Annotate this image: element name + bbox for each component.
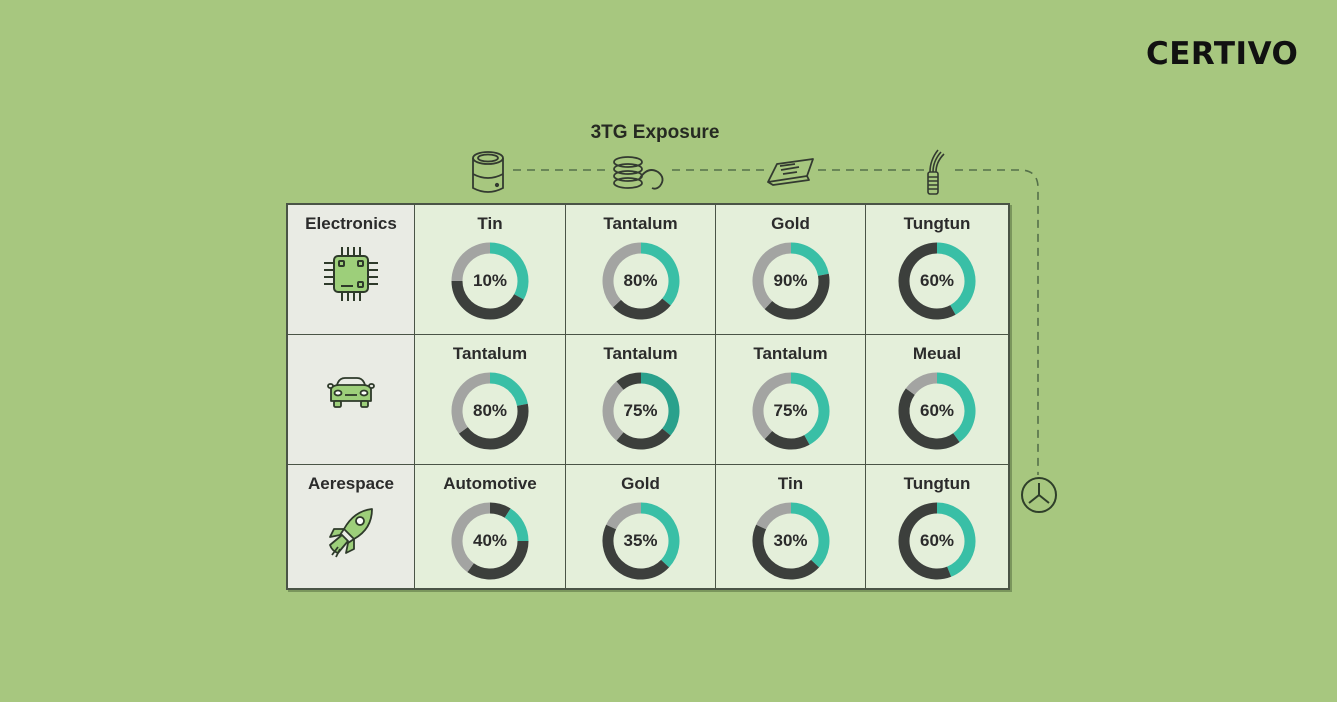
donut-chart: 35% [599,499,683,583]
donut-ring [602,502,679,580]
exposure-cell-r2-c1: Tantalum 80% [415,335,565,464]
donut-ring [451,502,529,580]
exposure-cell-r2-c4: Meual 60% [866,335,1008,464]
donut-chart: 80% [448,369,532,453]
row-header-label: Aerespace [307,474,394,493]
metal-label: Tantalum [603,214,678,233]
donut-ring [451,242,529,320]
donut-chart: 75% [599,369,683,453]
donut-ring [752,242,829,320]
metal-label: Tin [777,474,804,493]
exposure-cell-r2-c3: Tantalum 75% [716,335,865,464]
exposure-grid: Electronics Tin 10% Tantalum 80% Gold 90… [286,203,1010,590]
donut-value: 40% [472,531,508,550]
tantalum-coil-icon [613,156,664,190]
metal-label: Tungtun [903,474,971,493]
row-header-row-2 [288,335,414,464]
donut-chart: 60% [895,369,979,453]
tungsten-wire-icon [927,149,945,195]
mercedes-star-circle-icon [1021,477,1057,513]
chart-title: 3TG Exposure [590,122,720,143]
donut-ring [451,372,529,450]
donut-ring [602,372,679,450]
gold-bar-icon [767,158,814,186]
tin-can-icon [472,151,504,193]
donut-ring [898,502,976,580]
donut-ring [898,372,976,450]
donut-chart: 80% [599,239,683,323]
metal-label: Automotive [443,474,537,493]
microchip-icon [320,245,382,308]
exposure-cell-r1-c4: Tungtun 60% [866,205,1008,334]
row-header-label: Electronics [305,214,397,233]
donut-chart: 10% [448,239,532,323]
exposure-cell-r1-c1: Tin 10% [415,205,565,334]
metal-label: Meual [912,344,962,363]
donut-value: 35% [623,531,658,550]
metal-label: Tungtun [903,214,971,233]
car-icon [325,375,377,416]
donut-value: 60% [919,401,955,420]
exposure-cell-r1-c2: Tantalum 80% [566,205,715,334]
donut-value: 60% [919,271,955,290]
donut-chart: 75% [749,369,833,453]
exposure-cell-r3-c2: Gold 35% [566,465,715,588]
donut-chart: 60% [895,239,979,323]
donut-chart: 40% [448,499,532,583]
donut-chart: 90% [749,239,833,323]
metal-label: Tin [477,214,503,233]
row-header-aerespace: Aerespace [288,465,414,588]
donut-value: 80% [472,401,508,420]
donut-value: 80% [623,271,658,290]
donut-value: 75% [623,401,658,420]
donut-ring [602,242,679,320]
exposure-cell-r3-c1: Automotive 40% [415,465,565,588]
rocket-icon [324,505,378,564]
donut-value: 90% [773,271,808,290]
metal-label: Tantalum [753,344,828,363]
donut-value: 30% [773,531,808,550]
donut-ring [898,242,976,320]
brand-logo: CERTIVO [1146,36,1299,72]
donut-chart: 30% [749,499,833,583]
donut-ring [752,502,829,580]
donut-value: 60% [919,531,955,550]
metal-label: Tantalum [603,344,678,363]
donut-ring [752,372,829,450]
metal-label: Tantalum [452,344,528,363]
exposure-cell-r2-c2: Tantalum 75% [566,335,715,464]
exposure-cell-r3-c4: Tungtun 60% [866,465,1008,588]
donut-value: 10% [472,271,508,290]
row-header-electronics: Electronics [288,205,414,334]
donut-value: 75% [773,401,808,420]
exposure-cell-r1-c3: Gold 90% [716,205,865,334]
donut-chart: 60% [895,499,979,583]
exposure-cell-r3-c3: Tin 30% [716,465,865,588]
metal-label: Gold [621,474,660,493]
metal-label: Gold [771,214,810,233]
